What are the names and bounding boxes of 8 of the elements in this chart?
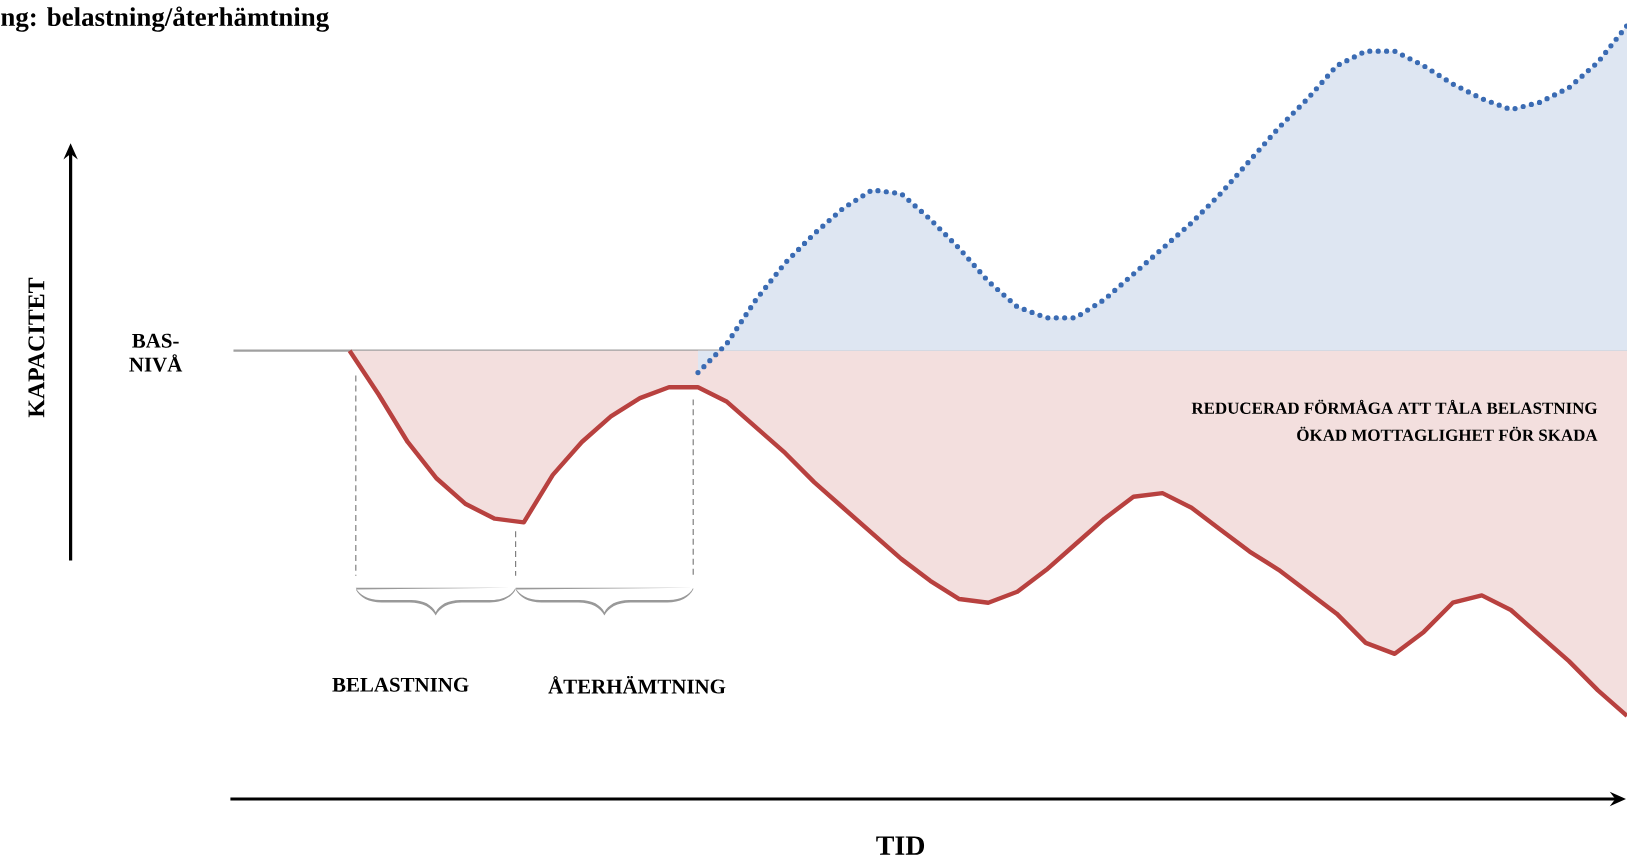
ref-line-label: BAS- NIVÅ — [129, 333, 183, 372]
chart-title: ng: belastning/återhämtning — [1, 6, 329, 32]
text: KAPACITET — [28, 277, 45, 418]
annotation: REDUCERAD FÖRMÅGA ATT TÅLA BELASTNING — [1191, 399, 1598, 414]
x-axis-title: TID — [876, 836, 925, 855]
annotation: BELASTNING — [332, 677, 469, 692]
annotation: ÅTERHÄMTNING — [548, 675, 726, 694]
annotation: ÖKAD MOTTAGLIGHET FÖR SKADA — [1297, 426, 1598, 441]
